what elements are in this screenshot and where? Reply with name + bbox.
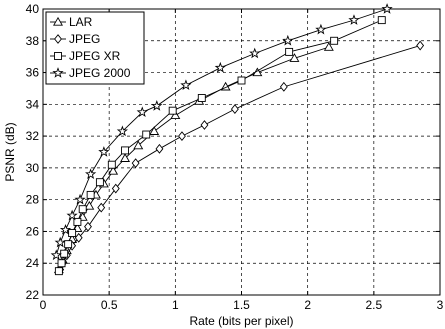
data-point	[68, 229, 77, 237]
x-tick-label: 1	[172, 298, 179, 312]
data-point	[200, 120, 209, 130]
data-point	[133, 140, 144, 150]
legend-marker	[53, 16, 63, 26]
data-point	[289, 53, 300, 62]
data-point	[330, 36, 339, 45]
data-point	[136, 106, 148, 118]
data-point	[78, 205, 87, 214]
data-point	[131, 158, 140, 169]
data-point	[60, 249, 69, 258]
legend-entry: LAR	[50, 15, 93, 29]
data-point	[120, 153, 131, 162]
data-point	[151, 100, 163, 111]
legend-label: JPEG 2000	[69, 66, 131, 80]
data-point	[282, 34, 294, 46]
x-tick-label: 1.5	[233, 298, 250, 312]
data-point	[97, 202, 106, 213]
legend-marker	[52, 67, 64, 78]
data-point	[180, 79, 192, 91]
data-point	[64, 240, 73, 249]
data-point	[85, 168, 97, 180]
data-point	[381, 3, 393, 14]
x-tick-label: 0	[40, 298, 47, 312]
data-point	[66, 209, 78, 221]
data-point	[149, 126, 160, 135]
data-point	[249, 47, 261, 59]
y-tick-label: 28	[26, 193, 40, 207]
legend-marker	[54, 52, 62, 60]
series-jpeg-2000	[50, 3, 393, 261]
y-tick-label: 36	[26, 66, 40, 80]
data-point	[230, 104, 239, 115]
data-point	[116, 125, 129, 137]
data-point	[178, 131, 186, 142]
legend-entry: JPEG 2000	[50, 66, 131, 80]
x-tick-label: 2.5	[365, 298, 382, 312]
data-point	[155, 143, 164, 154]
data-point	[57, 259, 66, 268]
data-point	[54, 267, 63, 276]
legend-label: JPEG XR	[69, 49, 121, 63]
data-point	[98, 146, 110, 157]
data-point	[197, 94, 206, 102]
data-point	[237, 76, 246, 85]
y-tick-label: 22	[26, 288, 40, 302]
y-axis-title: PSNR (dB)	[3, 122, 17, 181]
data-point	[95, 178, 104, 187]
data-point	[168, 106, 177, 115]
legend: LAR JPEG JPEG XR JPEG 2000	[45, 11, 145, 85]
x-tick-label: 3	[437, 298, 444, 312]
x-tick-label: 0.5	[101, 298, 118, 312]
y-tick-label: 30	[26, 161, 40, 175]
y-tick-label: 24	[26, 256, 40, 270]
legend-entry: JPEG	[50, 32, 100, 46]
data-point	[86, 190, 95, 199]
data-point	[74, 193, 86, 205]
data-point	[108, 165, 119, 175]
data-point	[121, 146, 129, 155]
legend-entry: JPEG XR	[50, 49, 121, 63]
data-point	[214, 61, 226, 73]
legend-label: LAR	[69, 15, 93, 29]
data-point	[74, 232, 83, 243]
y-tick-label: 40	[26, 2, 40, 16]
data-point	[50, 249, 62, 261]
data-point	[315, 23, 327, 35]
y-tick-label: 32	[26, 129, 40, 143]
data-point	[170, 110, 181, 120]
y-tick-label: 38	[26, 34, 40, 48]
data-point	[107, 160, 116, 169]
x-axis-title: Rate (bits per pixel)	[189, 314, 293, 328]
data-point	[111, 183, 120, 194]
data-point	[84, 200, 95, 210]
data-point	[54, 236, 66, 248]
series-layer	[50, 3, 425, 276]
data-point	[416, 40, 425, 51]
data-point	[348, 14, 360, 25]
data-point	[142, 130, 151, 139]
data-point	[84, 221, 92, 232]
legend-marker	[54, 34, 62, 44]
data-point	[279, 81, 288, 92]
data-point	[285, 47, 294, 56]
axis-ticks: 0 0.5 1 1.5 2 2.5 3 22 24 26 28 30 32 34 36 38 40	[26, 2, 444, 312]
x-tick-label: 2	[304, 298, 311, 312]
series-jpeg	[56, 40, 425, 275]
legend-label: JPEG	[69, 32, 100, 46]
data-point	[323, 42, 334, 51]
data-point	[377, 16, 386, 25]
y-tick-label: 34	[26, 97, 40, 111]
y-tick-label: 26	[26, 224, 40, 238]
data-point	[59, 223, 72, 235]
data-point	[73, 217, 82, 226]
